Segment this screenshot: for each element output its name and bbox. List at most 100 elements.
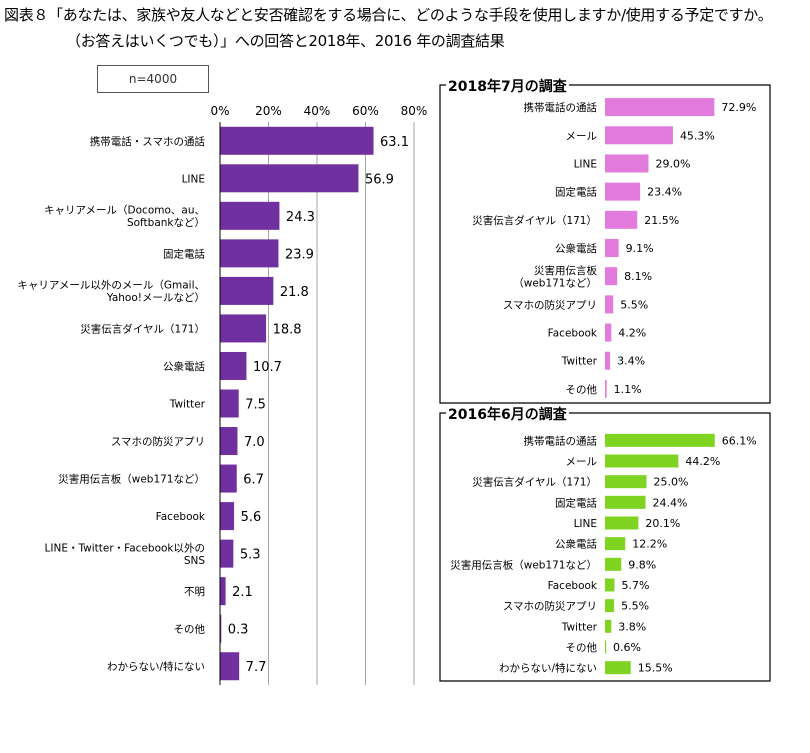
category-label: Twitter [561, 621, 598, 633]
category-label: 公衆電話 [163, 360, 205, 373]
category-label: スマホの防災アプリ [503, 600, 597, 613]
category-label: 不明 [184, 586, 205, 598]
value-label: 5.5% [620, 298, 648, 311]
value-label: 72.9% [721, 101, 756, 114]
category-label: LINE [574, 518, 597, 530]
value-label: 23.4% [647, 186, 682, 199]
bar [605, 537, 626, 551]
value-label: 56.9 [365, 172, 394, 187]
x-tick-label: 40% [304, 104, 331, 118]
bar [220, 201, 280, 230]
bar [220, 239, 279, 268]
value-label: 45.3% [680, 129, 715, 142]
value-label: 2.1 [232, 585, 253, 600]
bar [605, 295, 614, 314]
category-label: キャリアメール以外のメール（Gmail、 Yahoo!メールなど） [17, 280, 205, 305]
bar [605, 516, 639, 530]
value-label: 5.3 [240, 548, 261, 563]
panel-frame [439, 412, 771, 682]
category-label: Facebook [548, 580, 598, 592]
category-label: Twitter [169, 399, 206, 411]
category-label: 災害用伝言板（web171など） [513, 264, 597, 290]
category-label: 固定電話 [555, 496, 597, 509]
category-label: わからない/特にない [107, 661, 205, 673]
bar [220, 389, 239, 418]
value-label: 5.7% [621, 579, 649, 592]
category-label: わからない/特にない [499, 663, 597, 675]
value-label: 6.7 [243, 473, 264, 488]
bar [220, 314, 267, 343]
category-label: 災害用伝言板（web171など） [450, 558, 597, 571]
value-label: 21.8 [280, 285, 309, 300]
value-label: 7.5 [245, 398, 266, 413]
x-tick-label: 60% [352, 104, 379, 118]
value-label: 5.5% [621, 600, 649, 613]
value-label: 1.1% [614, 383, 642, 396]
bar [605, 661, 631, 675]
value-label: 66.1% [722, 434, 757, 447]
chart-title-line1: 図表８「あなたは、家族や友人などと安否確認をする場合に、どのような手段を使用しま… [4, 6, 773, 24]
value-label: 9.8% [628, 558, 656, 571]
bar [605, 640, 607, 654]
category-label: Facebook [548, 328, 598, 340]
panel-title: 2018年7月の調査 [448, 78, 568, 95]
bar [605, 475, 647, 489]
value-label: 8.1% [624, 270, 652, 283]
category-label: スマホの防災アプリ [111, 435, 205, 448]
bar [220, 502, 235, 531]
category-label: 災害用伝言板（web171など） [58, 473, 205, 486]
category-label: 固定電話 [163, 247, 205, 260]
value-label: 0.6% [613, 641, 641, 654]
value-label: 5.6 [241, 510, 262, 525]
value-label: 24.3 [286, 210, 315, 225]
value-label: 25.0% [654, 476, 689, 489]
panel-frame [439, 84, 771, 404]
x-tick-label: 0% [210, 104, 229, 118]
value-label: 44.2% [685, 455, 720, 468]
sample-size-box: n=4000 [97, 65, 209, 93]
main-chart: 0% 20% 40% 60% 80% 63.1 携帯電話・スマホの通話 56.9 LINE 24.… [17, 104, 427, 685]
bar [605, 98, 715, 117]
value-label: 0.3 [228, 623, 249, 638]
bar [605, 323, 612, 342]
category-label: Facebook [156, 511, 206, 523]
bar [220, 464, 237, 493]
category-label: メール [566, 130, 598, 142]
value-label: 24.4% [653, 496, 688, 509]
category-label: LINE [182, 173, 205, 185]
bar [605, 182, 641, 201]
category-label: Twitter [561, 356, 598, 368]
category-label: 携帯電話の通話 [524, 101, 598, 114]
category-label: 携帯電話・スマホの通話 [90, 135, 206, 148]
bar [605, 433, 715, 447]
value-label: 15.5% [638, 662, 673, 675]
bar [605, 239, 619, 257]
bar [605, 454, 679, 468]
value-label: 3.8% [618, 620, 646, 633]
bar [605, 126, 673, 145]
value-label: 21.5% [644, 214, 679, 227]
bar [605, 619, 612, 633]
category-label: 災害伝言ダイヤル（171） [472, 476, 597, 489]
value-label: 10.7 [253, 360, 282, 375]
x-tick-label: 20% [255, 104, 282, 118]
value-label: 63.1 [380, 135, 409, 150]
bar [220, 652, 240, 681]
bar [220, 539, 234, 568]
category-label: 固定電話 [555, 186, 597, 199]
panel-2016: 2016年6月の調査 66.1% 携帯電話の通話 44.2% メール 25.0% 災害伝言ダ… [439, 406, 771, 682]
value-label: 20.1% [645, 517, 680, 530]
bar [220, 351, 247, 380]
bar [220, 276, 274, 305]
bar [605, 379, 607, 398]
panel-title: 2016年6月の調査 [448, 406, 568, 423]
category-label: キャリアメール（Docomo、au、 Softbankなど） [44, 205, 205, 230]
value-label: 29.0% [656, 157, 691, 170]
value-label: 4.2% [618, 327, 646, 340]
bar [605, 351, 611, 370]
category-label: LINE [574, 158, 597, 170]
value-label: 7.0 [244, 435, 265, 450]
category-label: その他 [566, 383, 598, 396]
value-label: 9.1% [626, 242, 654, 255]
